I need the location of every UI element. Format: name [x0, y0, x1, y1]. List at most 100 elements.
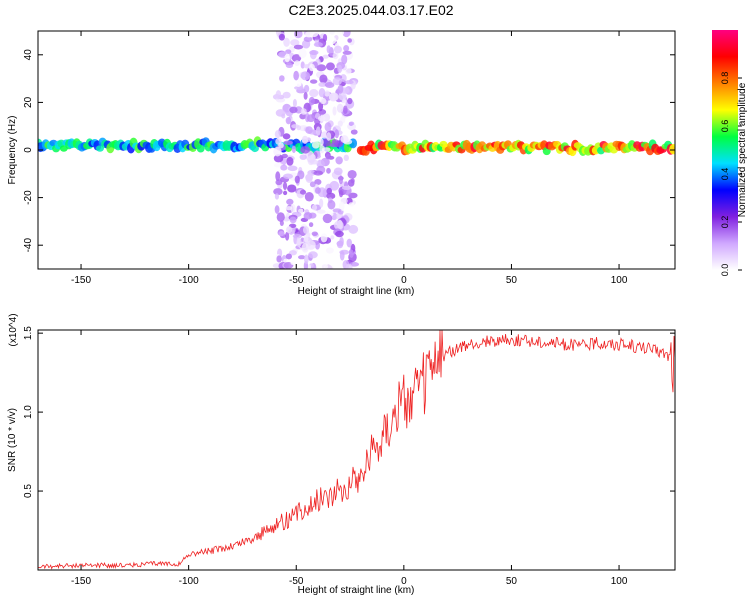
- spectrogram-cell: [308, 96, 315, 106]
- spectrogram-cell: [298, 255, 306, 260]
- spectrogram-cell: [279, 220, 284, 226]
- spectrogram-cell: [339, 250, 345, 261]
- spectrogram-cell: [327, 199, 336, 210]
- spectrogram-cell: [318, 101, 324, 112]
- spectrogram-cell: [348, 224, 359, 234]
- spectrogram-cell: [309, 50, 319, 56]
- spectrogram-cell: [326, 45, 331, 54]
- spectrogram-x-tick-label: -150: [71, 275, 91, 286]
- spectrogram-y-axis-label: Frequency (Hz): [7, 116, 18, 185]
- spectrogram-cell: [278, 230, 285, 237]
- spectrogram-cell: [285, 117, 292, 125]
- snr-multiplier-label: (x10^4): [8, 313, 19, 346]
- spectrogram-cell: [276, 255, 282, 263]
- spectrogram-cell: [342, 31, 351, 38]
- colorbar-tick-label: 0.2: [720, 216, 730, 229]
- spectrogram-cell: [280, 164, 288, 171]
- snr-x-ticks: -150 -100 -50 0 50 100: [71, 330, 628, 587]
- spectrogram-cell: [304, 254, 309, 265]
- spectrogram-cell: [325, 247, 334, 254]
- spectrogram-cell: [296, 238, 302, 248]
- colorbar-tick-label: 0.8: [720, 72, 730, 85]
- spectrogram-cell: [314, 179, 322, 185]
- spectrogram-cell: [315, 126, 321, 136]
- spectrogram-cell: [336, 103, 344, 113]
- spectrogram-cell: [285, 62, 294, 69]
- spectrogram-cell: [324, 90, 330, 97]
- spectrogram-cell: [340, 135, 349, 144]
- spectrogram-cell: [305, 126, 313, 134]
- snr-y-tick-label: 1.0: [23, 405, 34, 419]
- spectrogram-cell: [343, 45, 350, 52]
- spectrogram-cell: [293, 70, 299, 81]
- spectrogram-cell: [341, 54, 348, 65]
- spectrogram-cell: [290, 39, 300, 46]
- colorbar-gradient: [712, 30, 738, 270]
- spectrogram-cell: [345, 263, 353, 269]
- spectrogram-cell: [328, 92, 338, 102]
- spectrogram-cell: [273, 146, 282, 157]
- spectrogram-y-tick-label: -20: [23, 190, 34, 205]
- spectrogram-cell: [287, 184, 297, 193]
- snr-x-tick-label: 0: [401, 576, 407, 587]
- spectrogram-cell: [340, 74, 347, 82]
- spectrogram-cell: [281, 153, 288, 159]
- spectrogram-cell: [275, 90, 282, 100]
- spectrogram-x-tick-label: -100: [179, 275, 199, 286]
- spectrogram-cell: [334, 129, 340, 139]
- spectrogram-cell: [196, 144, 205, 153]
- spectrogram-cell: [274, 205, 280, 214]
- spectrogram-cell: [332, 52, 339, 60]
- spectrogram-cell: [338, 175, 343, 185]
- spectrogram-cell: [291, 54, 302, 63]
- spectrogram-panel: -150 -100 -50 0 50 100 -40 -20 0 20 40 Height of …: [7, 30, 676, 297]
- spectrogram-cell: [326, 187, 332, 195]
- spectrogram-cell: [321, 147, 331, 152]
- spectrogram-cell: [95, 145, 104, 152]
- spectrogram-cell: [345, 67, 352, 75]
- spectrogram-cell: [286, 226, 293, 234]
- snr-x-tick-label: -150: [71, 576, 91, 587]
- spectrogram-cell: [326, 167, 331, 174]
- spectrogram-cell: [314, 187, 321, 194]
- spectrogram-cell: [349, 249, 354, 258]
- colorbar-ticks: 0.0 0.2 0.4 0.6 0.8: [720, 72, 742, 276]
- spectrogram-cell: [289, 106, 298, 114]
- spectrogram-cell: [347, 38, 352, 43]
- spectrogram-cell: [274, 130, 281, 139]
- colorbar-label: Normalized spectral amplitude: [737, 82, 748, 217]
- spectrogram-x-ticks: -150 -100 -50 0 50 100: [71, 31, 628, 286]
- spectrogram-cell: [295, 82, 302, 88]
- snr-x-axis-label: Height of straight line (km): [298, 585, 415, 596]
- spectrogram-cell: [289, 216, 297, 224]
- spectrogram-cell: [308, 222, 314, 228]
- spectrogram-cell: [299, 154, 307, 160]
- snr-y-axis-label: SNR (10 * v/v): [7, 408, 18, 472]
- spectrogram-cell: [318, 82, 327, 87]
- snr-series-group: [38, 330, 675, 570]
- spectrogram-cell: [282, 91, 291, 99]
- spectrogram-cell: [319, 74, 328, 84]
- spectrogram-cell: [346, 238, 353, 248]
- spectrogram-cell: [342, 50, 352, 55]
- spectrogram-y-tick-label: 40: [23, 49, 34, 61]
- colorbar: 0.0 0.2 0.4 0.6 0.8 Normalized spectral ampl…: [712, 30, 748, 276]
- spectrogram-cell: [308, 228, 313, 234]
- spectrogram-cell: [350, 178, 355, 184]
- spectrogram-y-tick-label: -40: [23, 238, 34, 253]
- spectrogram-cell: [283, 190, 288, 196]
- spectrogram-cell: [311, 141, 320, 149]
- spectrogram-cell: [329, 31, 335, 35]
- spectrogram-cell: [325, 154, 331, 160]
- spectrogram-cell: [316, 209, 326, 214]
- spectrogram-cell: [322, 54, 329, 59]
- spectrogram-cell: [294, 175, 300, 184]
- spectrogram-cell: [342, 105, 348, 115]
- spectrogram-cell: [309, 63, 315, 72]
- spectrogram-x-tick-label: 0: [401, 275, 407, 286]
- spectrogram-cell: [281, 113, 286, 119]
- spectrogram-cell: [285, 253, 292, 260]
- spectrogram-cell: [302, 226, 310, 234]
